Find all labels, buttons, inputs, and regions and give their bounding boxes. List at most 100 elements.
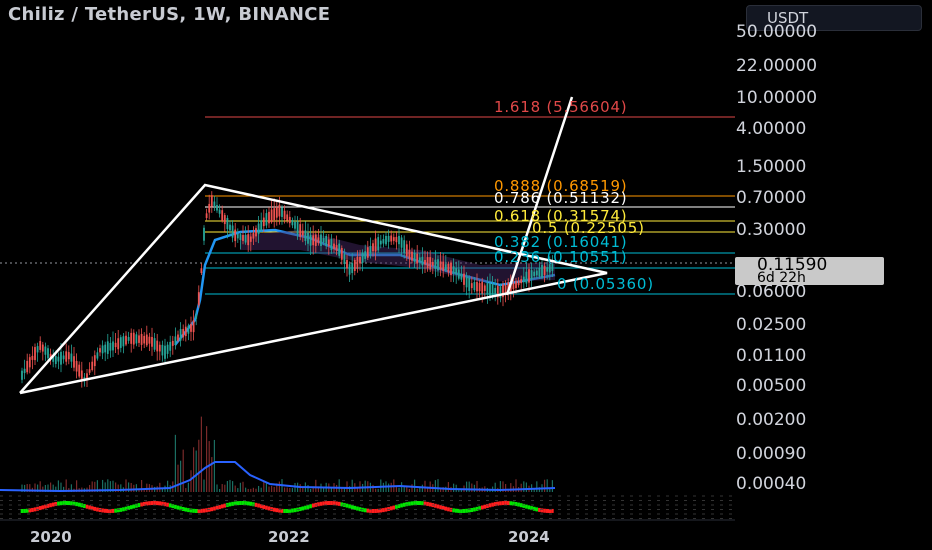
price-axis-label: 4.00000 <box>736 119 807 139</box>
indicator-bar <box>85 504 89 509</box>
indicator-bar <box>20 509 24 513</box>
candle-body <box>184 326 187 337</box>
candle-body <box>291 220 294 226</box>
indicator-bar <box>491 502 494 507</box>
candle-body <box>36 346 39 353</box>
indicator-bar <box>535 507 539 512</box>
candle-body <box>265 213 268 226</box>
indicator-bar <box>460 508 463 513</box>
candlesticks[interactable] <box>21 191 554 388</box>
price-axis-label: 0.00500 <box>736 376 807 396</box>
price-axis-label: 22.00000 <box>736 56 818 76</box>
candle-body <box>21 370 23 380</box>
candle-body <box>390 235 393 242</box>
candle-body <box>122 336 125 347</box>
candle-body <box>86 373 88 380</box>
candle-body <box>413 253 416 262</box>
indicator-bar <box>413 501 416 506</box>
candle-body <box>385 235 387 245</box>
candle-body <box>476 281 478 292</box>
volume-bar <box>395 486 397 492</box>
candle-body <box>541 264 543 278</box>
candle-body <box>483 285 486 291</box>
indicator-bar <box>75 502 78 507</box>
indicator-bar <box>353 505 357 510</box>
candle-body <box>408 250 411 259</box>
volume-bar <box>476 480 478 492</box>
volume-bar <box>419 487 421 492</box>
indicator-bar <box>77 502 81 507</box>
indicator-bar <box>57 501 60 506</box>
candle-body <box>392 237 395 241</box>
volume-bar <box>109 481 111 492</box>
volume-bar <box>24 484 26 492</box>
candle-body <box>268 211 270 224</box>
indicator-bar <box>363 508 367 513</box>
candle-body <box>210 195 213 207</box>
candle-body <box>348 264 351 275</box>
volume-bar <box>94 481 96 492</box>
candle-body <box>255 228 257 237</box>
indicator-bar <box>470 508 474 513</box>
currency-selector-button[interactable]: USDT <box>746 5 922 31</box>
candle-body <box>119 337 122 348</box>
indicator-bar <box>548 509 552 513</box>
volume-bar <box>258 485 260 492</box>
volume-bar <box>356 487 358 492</box>
indicator-bar <box>493 502 497 507</box>
indicator-bar <box>327 501 331 506</box>
indicator-bar <box>181 506 185 511</box>
candle-body <box>515 281 517 289</box>
volume-bar <box>224 484 226 492</box>
indicator-bar <box>239 501 242 506</box>
volume-bar <box>260 487 262 492</box>
volume-bar <box>29 484 31 492</box>
indicator-bar <box>184 507 188 512</box>
candle-body <box>26 360 29 373</box>
volume-bar <box>252 487 254 492</box>
volume-bar <box>330 487 332 492</box>
candle-body <box>398 235 400 245</box>
volume-bar <box>284 487 286 492</box>
volume-ma-line <box>0 461 556 493</box>
volume-bar <box>338 479 340 492</box>
volume-bar <box>102 479 104 492</box>
candle-body <box>262 217 265 227</box>
indicator-bar <box>340 502 344 507</box>
candle-body <box>179 329 182 341</box>
indicator-bar <box>382 508 385 513</box>
indicator-bar <box>400 503 403 508</box>
volume-bar <box>453 483 455 492</box>
volume-bar <box>421 484 423 492</box>
indicator-bar <box>280 508 284 513</box>
fibonacci-retracement[interactable] <box>205 116 735 295</box>
candle-body <box>418 257 421 263</box>
indicator-bar <box>496 501 500 506</box>
indicator-bar <box>439 505 442 510</box>
indicator-bar <box>257 503 260 508</box>
triangle-trendlines[interactable] <box>19 183 608 395</box>
indicator-bar <box>158 501 162 506</box>
volume-bar <box>60 482 62 492</box>
candle-body <box>309 234 312 246</box>
indicator-bar <box>218 505 221 510</box>
candle-body <box>41 344 44 352</box>
indicator-bar <box>109 508 112 513</box>
volume-bar <box>424 480 426 492</box>
volume-bar <box>538 487 540 492</box>
candle-body <box>538 267 541 277</box>
indicator-bar <box>402 502 406 507</box>
projection-line[interactable] <box>505 96 574 296</box>
volume-bar <box>44 484 46 492</box>
volume-bar <box>159 482 161 492</box>
candle-body <box>112 341 114 351</box>
candle-body <box>486 283 489 295</box>
candle-body <box>127 336 130 341</box>
volume-bar <box>226 481 228 492</box>
volume-bar <box>135 484 137 492</box>
candle-body <box>67 352 70 360</box>
candle-body <box>208 203 211 213</box>
volume-bar <box>50 482 52 492</box>
indicator-bar <box>551 508 554 513</box>
